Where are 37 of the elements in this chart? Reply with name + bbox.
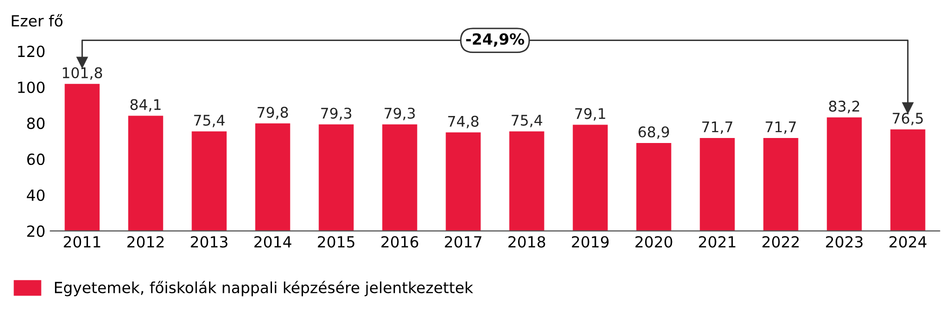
y-tick-label: 80 xyxy=(27,118,45,130)
x-tick-label: 2024 xyxy=(890,236,926,248)
x-tick-label: 2014 xyxy=(254,236,292,248)
legend-label: Egyetemek, főiskolák nappali képzésére jelentkezettek xyxy=(54,280,474,296)
x-tick-label: 2017 xyxy=(444,236,482,248)
y-tick-label: 120 xyxy=(18,46,45,58)
data-label: 71,7 xyxy=(702,122,732,134)
x-tick-label: 2015 xyxy=(318,236,354,248)
x-tick-label: 2020 xyxy=(635,236,672,248)
data-label: 76,5 xyxy=(892,112,923,126)
x-tick-label: 2011 xyxy=(64,236,100,248)
data-label: 79,3 xyxy=(384,108,415,120)
x-tick-label: 2021 xyxy=(698,236,736,248)
x-tick-label: 2012 xyxy=(127,236,164,248)
x-tick-label: 2019 xyxy=(572,236,609,248)
data-label: 79,3 xyxy=(321,108,352,120)
x-tick-label: 2013 xyxy=(190,236,228,248)
data-label: 74,8 xyxy=(448,116,478,128)
text: -24,9% xyxy=(466,33,524,47)
x-tick-label: 2023 xyxy=(826,236,863,248)
x-tick-label: 2022 xyxy=(762,236,799,248)
y-tick-label: 40 xyxy=(26,189,45,202)
data-label: 71,7 xyxy=(766,122,796,134)
data-label: 101,8 xyxy=(62,67,102,80)
x-tick-label: 2018 xyxy=(508,236,546,248)
x-tick-label: 2016 xyxy=(381,236,418,248)
data-label: 68,9 xyxy=(638,126,669,139)
data-label: 75,4 xyxy=(512,114,542,128)
data-label: 83,2 xyxy=(829,100,860,114)
data-label: 84,1 xyxy=(130,99,161,112)
data-label: 79,1 xyxy=(575,108,606,121)
y-tick-label: 20 xyxy=(27,225,45,237)
y-axis-title: Ezer fő xyxy=(12,14,62,27)
data-label: 75,4 xyxy=(194,114,225,128)
y-tick-label: 60 xyxy=(27,153,45,166)
data-label: 79,8 xyxy=(258,106,288,120)
y-tick-label: 100 xyxy=(18,82,45,94)
